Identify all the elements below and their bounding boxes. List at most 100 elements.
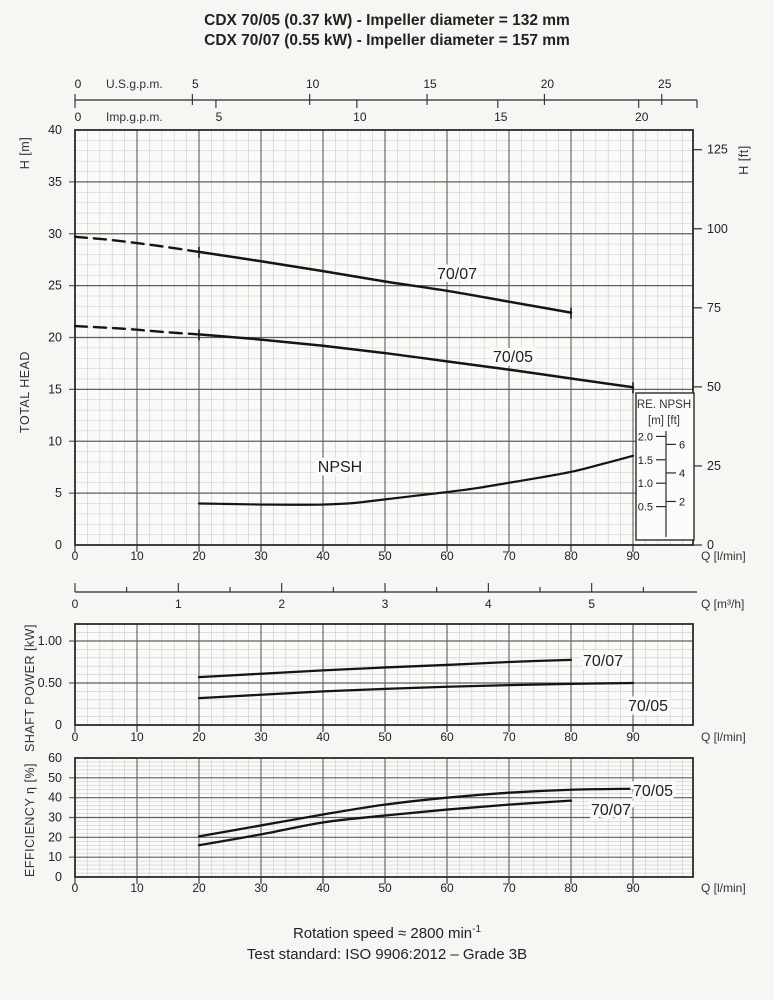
head-m-tick-label: 35 — [48, 175, 62, 189]
q-lmin-label-power: Q [l/min] — [701, 730, 746, 744]
curve-label-eff-70-05: 70/05 — [633, 783, 673, 800]
chart-title-line-1: CDX 70/05 (0.37 kW) - Impeller diameter … — [204, 12, 570, 29]
curve-head-70-05-dashed — [73, 324, 201, 336]
head-m-tick-label: 15 — [48, 382, 62, 396]
m3h-tick-label: 0 — [72, 597, 79, 611]
x-axis-tick-label: 60 — [440, 549, 454, 563]
x-axis-tick-label: 30 — [254, 549, 268, 563]
us-gpm-tick-label: 25 — [658, 77, 672, 91]
x-axis-tick-label: 10 — [130, 549, 144, 563]
us-gpm-axis-label: U.S.g.p.m. — [106, 77, 163, 91]
curve-head-70-07 — [197, 250, 573, 314]
curve-label-head-70-07: 70/07 — [437, 266, 477, 283]
us-gpm-tick-label: 5 — [192, 77, 199, 91]
rotation-speed-text: Rotation speed ≈ 2800 min — [293, 925, 472, 942]
plot-frame — [74, 757, 694, 878]
imp-gpm-axis-label: Imp.g.p.m. — [106, 110, 163, 124]
us-gpm-tick-label: 20 — [541, 77, 555, 91]
power-tick-label: 0 — [55, 718, 62, 732]
x-axis-tick-label: 90 — [626, 549, 640, 563]
npsh-inset-m-tick-label: 2.0 — [638, 431, 653, 443]
head-m-axis-unit: H [m] — [18, 137, 32, 169]
curve-npsh — [197, 454, 635, 506]
curve-label-power-70-05: 70/05 — [628, 698, 668, 715]
eff-tick-label: 60 — [48, 751, 62, 765]
us-gpm-tick-label: 15 — [423, 77, 437, 91]
m3h-tick-label: 3 — [382, 597, 389, 611]
x-axis-tick-label: 90 — [626, 881, 640, 895]
x-axis-tick-label: 50 — [378, 549, 392, 563]
head-m-tick-label: 25 — [48, 279, 62, 293]
efficiency-axis-title: EFFICIENCY η [%] — [23, 763, 37, 877]
curve-label-npsh: NPSH — [318, 459, 362, 476]
rotation-speed-exponent: -1 — [472, 924, 481, 935]
x-axis-tick-label: 70 — [502, 549, 516, 563]
x-axis-tick-label: 0 — [72, 549, 79, 563]
plot-frame — [74, 129, 694, 546]
curve-head-70-05 — [197, 333, 635, 389]
imp-gpm-tick-label: 0 — [75, 110, 82, 124]
x-axis-tick-label: 20 — [192, 730, 206, 744]
head-ft-tick-label: 25 — [707, 459, 721, 473]
eff-tick-label: 50 — [48, 771, 62, 785]
m3h-tick-label: 2 — [278, 597, 285, 611]
head-ft-tick-label: 100 — [707, 222, 728, 236]
eff-tick-label: 20 — [48, 830, 62, 844]
npsh-inset-m-tick-label: 0.5 — [638, 502, 653, 514]
eff-tick-label: 30 — [48, 811, 62, 825]
x-axis-tick-label: 70 — [502, 730, 516, 744]
m3h-tick-label: 4 — [485, 597, 492, 611]
curve-head-70-07-dashed — [73, 235, 201, 254]
head-m-tick-label: 40 — [48, 123, 62, 137]
chart-title-line-2: CDX 70/07 (0.55 kW) - Impeller diameter … — [204, 32, 570, 49]
x-axis-tick-label: 10 — [130, 730, 144, 744]
npsh-inset-units: [m] [ft] — [648, 415, 680, 427]
x-axis-tick-label: 70 — [502, 881, 516, 895]
power-tick-label: 1.00 — [38, 634, 62, 648]
curve-eff-70-05 — [197, 787, 635, 838]
rotation-speed-note: Rotation speed ≈ 2800 min-1 — [293, 924, 482, 942]
x-axis-tick-label: 40 — [316, 730, 330, 744]
imp-gpm-tick-label: 15 — [494, 110, 508, 124]
x-axis-tick-label: 10 — [130, 881, 144, 895]
imp-gpm-tick-label: 20 — [635, 110, 649, 124]
npsh-inset-ft-tick-label: 2 — [679, 496, 685, 508]
total-head-axis-title: TOTAL HEAD — [18, 351, 32, 433]
x-axis-tick-label: 50 — [378, 730, 392, 744]
head-ft-tick-label: 75 — [707, 301, 721, 315]
x-axis-tick-label: 40 — [316, 881, 330, 895]
npsh-inset-ft-tick-label: 6 — [679, 439, 685, 451]
curve-power-70-05 — [197, 681, 635, 700]
eff-tick-label: 10 — [48, 850, 62, 864]
x-axis-tick-label: 90 — [626, 730, 640, 744]
head-ft-tick-label: 50 — [707, 380, 721, 394]
q-lmin-label-main: Q [l/min] — [701, 549, 746, 563]
head-m-tick-label: 5 — [55, 486, 62, 500]
curve-label-head-70-05: 70/05 — [493, 349, 533, 366]
x-axis-tick-label: 30 — [254, 730, 268, 744]
q-m3h-label: Q [m³/h] — [701, 597, 744, 611]
x-axis-tick-label: 60 — [440, 881, 454, 895]
eff-tick-label: 0 — [55, 870, 62, 884]
head-ft-tick-label: 125 — [707, 143, 728, 157]
us-gpm-tick-label: 0 — [75, 77, 82, 91]
npsh-inset-m-tick-label: 1.5 — [638, 455, 653, 467]
head-m-tick-label: 10 — [48, 434, 62, 448]
imp-gpm-tick-label: 10 — [353, 110, 367, 124]
eff-tick-label: 40 — [48, 791, 62, 805]
x-axis-tick-label: 80 — [564, 549, 578, 563]
x-axis-tick-label: 60 — [440, 730, 454, 744]
x-axis-tick-label: 30 — [254, 881, 268, 895]
x-axis-tick-label: 80 — [564, 881, 578, 895]
head-m-tick-label: 20 — [48, 331, 62, 345]
head-m-tick-label: 0 — [55, 538, 62, 552]
x-axis-tick-label: 20 — [192, 549, 206, 563]
curve-label-power-70-07: 70/07 — [583, 653, 623, 670]
curve-power-70-07 — [197, 658, 573, 679]
x-axis-tick-label: 80 — [564, 730, 578, 744]
q-lmin-label-eff: Q [l/min] — [701, 881, 746, 895]
curve-eff-70-07 — [197, 799, 573, 847]
npsh-inset-title: RE. NPSH — [637, 399, 691, 411]
